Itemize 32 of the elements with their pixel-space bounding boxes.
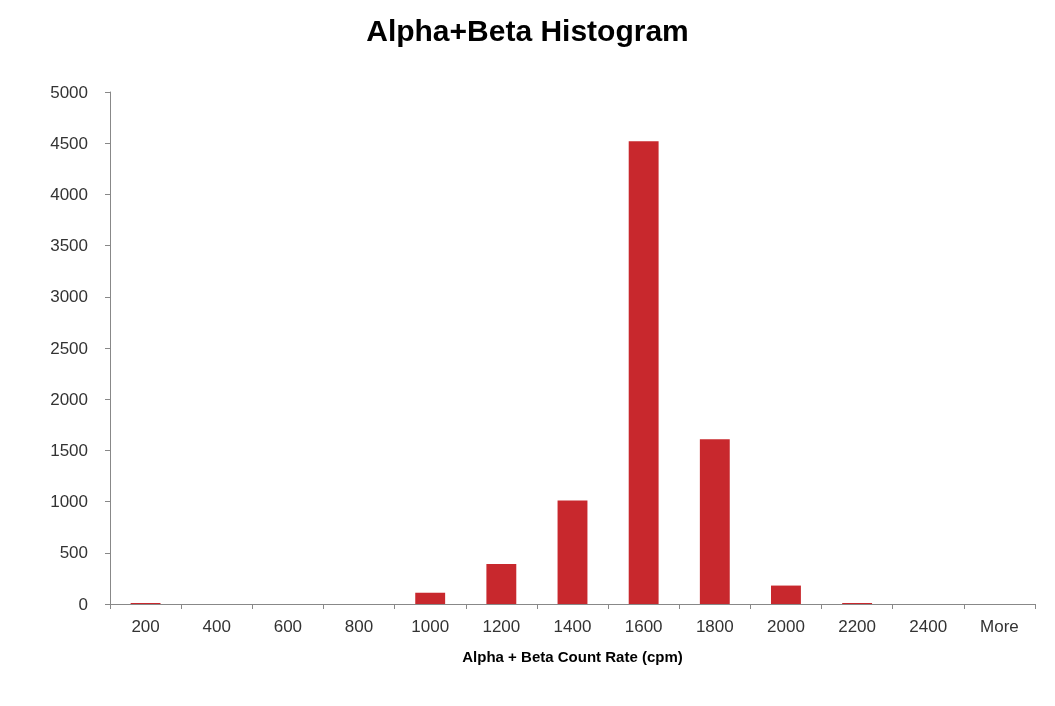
bar [557, 500, 588, 604]
y-tick-label: 2500 [50, 338, 88, 358]
x-tick-label: 1600 [624, 617, 663, 636]
x-tick-label: 1200 [482, 617, 521, 636]
y-tick-label: 5000 [50, 82, 88, 102]
x-tick-label: 1400 [553, 617, 592, 636]
bar [415, 592, 446, 604]
y-tick-label: 3000 [50, 287, 88, 307]
x-tick-label: 600 [273, 617, 303, 636]
x-tick-label: 1800 [695, 617, 734, 636]
x-tick-label: 2200 [838, 617, 877, 636]
x-tick-label: 2400 [909, 617, 948, 636]
bar [628, 141, 659, 604]
x-tick-label: 200 [131, 617, 160, 636]
y-tick-label: 2000 [50, 389, 88, 409]
x-axis-title: Alpha + Beta Count Rate (cpm) [462, 648, 683, 665]
x-tick-label: 2000 [767, 617, 805, 636]
x-tick-label: More [980, 617, 1019, 636]
y-tick-label: 3500 [50, 236, 88, 256]
y-tick-label: 0 [78, 594, 88, 614]
x-tick-label: 800 [344, 617, 374, 636]
y-tick-label: 1000 [50, 492, 88, 512]
y-tick-label: 4000 [50, 184, 88, 204]
bar [771, 585, 801, 604]
y-tick-label: 500 [59, 543, 88, 563]
x-tick-label: 400 [202, 617, 231, 636]
chart-title: Alpha+Beta Histogram [366, 13, 689, 47]
y-tick-label: 4500 [50, 133, 88, 153]
y-tick-label: 1500 [50, 440, 88, 460]
bar [486, 564, 517, 604]
x-tick-label: 1000 [411, 617, 450, 636]
bar [699, 439, 730, 604]
